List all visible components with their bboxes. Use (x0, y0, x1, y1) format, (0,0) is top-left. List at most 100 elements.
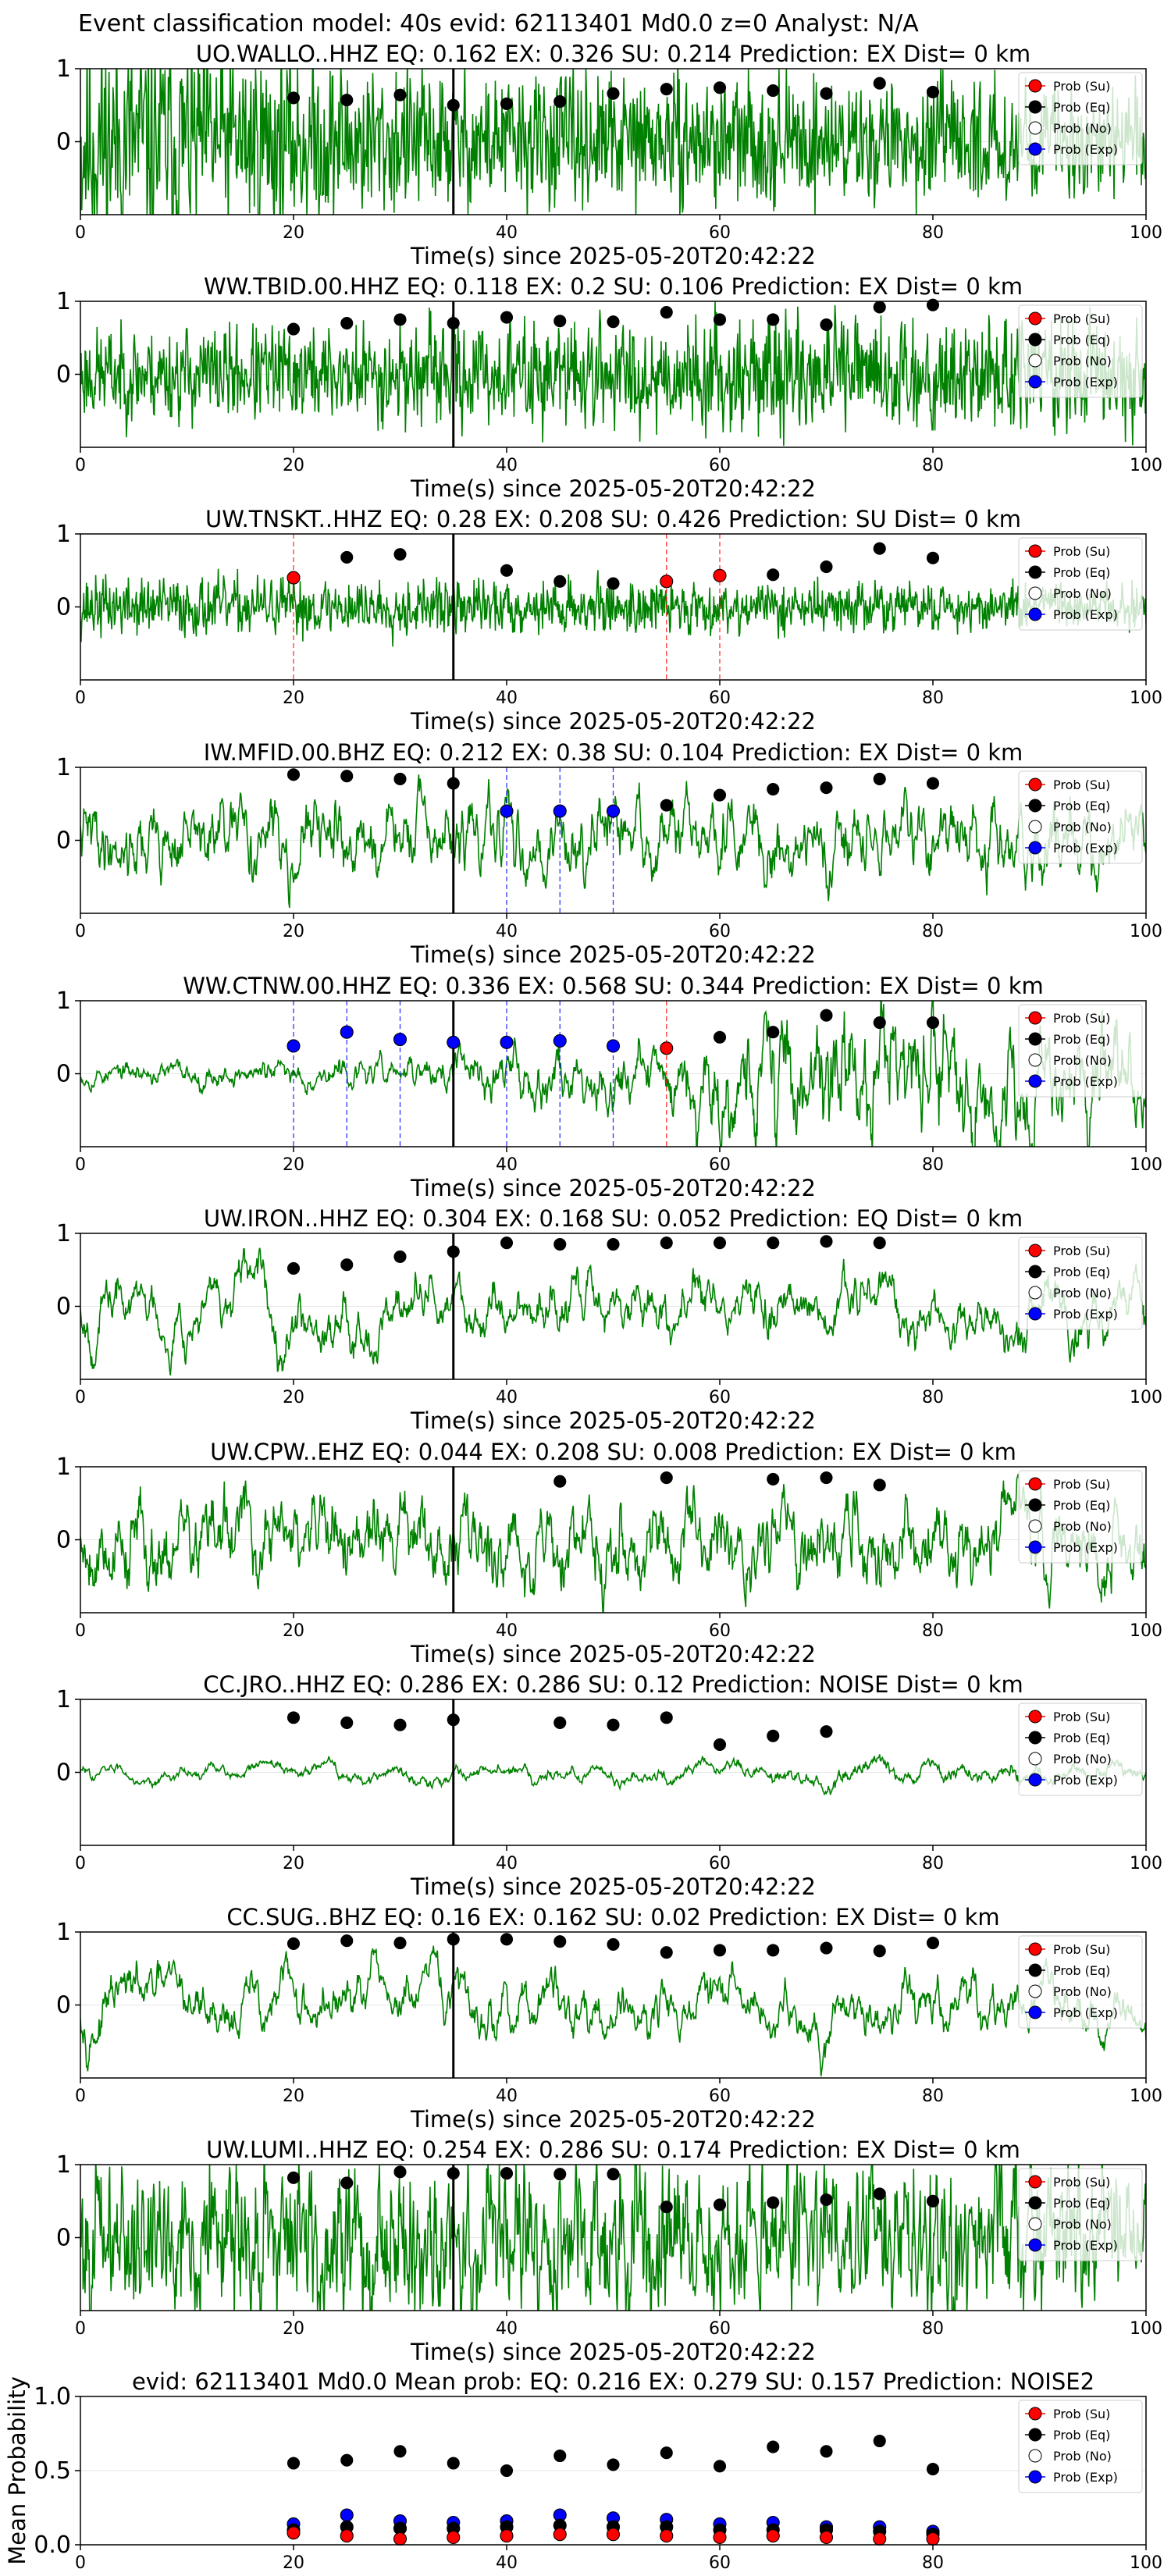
prob-point-noise (820, 1471, 833, 1485)
prob-point-su (340, 2529, 354, 2543)
prob-point-noise (873, 1236, 886, 1250)
legend-label-su: Prob (Su) (1053, 2175, 1110, 2190)
x-tick-label: 80 (922, 456, 944, 475)
legend-marker-eq (1028, 333, 1042, 347)
prob-point-noise (713, 2198, 727, 2211)
x-tick-label: 80 (922, 2319, 944, 2339)
x-tick-label: 0 (75, 922, 86, 941)
prob-point-noise (713, 313, 727, 326)
prob-point-noise (607, 2458, 620, 2471)
x-tick-label: 0 (75, 456, 86, 475)
prob-point-noise (926, 85, 940, 98)
x-tick-label: 0 (75, 1388, 86, 1407)
prob-point-exp (340, 1025, 354, 1039)
x-axis-label: Time(s) since 2025-05-20T20:42:22 (410, 708, 816, 735)
x-tick-label: 60 (709, 2553, 731, 2573)
prob-point-noise (553, 1475, 567, 1488)
legend-marker-exp (1028, 1540, 1042, 1554)
prob-point-noise (340, 2453, 354, 2467)
prob-point-noise (660, 1471, 673, 1485)
legend-marker-no (1028, 2217, 1042, 2231)
prob-point-noise (500, 1933, 514, 1946)
prob-point-noise (340, 770, 354, 783)
legend-label-su: Prob (Su) (1053, 79, 1110, 94)
prob-point-noise (447, 1713, 460, 1727)
prob-point-exp (393, 1033, 408, 1047)
y-tick-label: 0 (56, 827, 71, 855)
prob-point-su (766, 2529, 780, 2543)
legend-box (1018, 1935, 1143, 2029)
legend-marker-eq (1028, 1963, 1042, 1977)
x-axis-label: Time(s) since 2025-05-20T20:42:22 (410, 1873, 816, 1900)
x-tick-label: 0 (75, 223, 86, 243)
prob-point-noise (553, 95, 567, 109)
prob-point-noise (287, 2171, 301, 2184)
legend-box (1018, 1703, 1143, 1796)
x-tick-label: 60 (709, 1155, 731, 1175)
x-tick-label: 40 (496, 1155, 518, 1175)
prob-point-noise (713, 1030, 727, 1044)
prob-point-noise (607, 315, 620, 329)
legend-marker-eq (1028, 1731, 1042, 1745)
prob-point-noise (873, 1478, 886, 1492)
legend-marker-exp (1028, 607, 1042, 621)
x-tick-label: 40 (496, 2553, 518, 2573)
waveform-trace (80, 1754, 1146, 1796)
prob-point-noise (926, 2194, 940, 2208)
prob-point-noise (660, 1236, 673, 1250)
prob-point-noise (926, 1016, 940, 1030)
prob-point-noise (340, 1934, 354, 1948)
prob-point-noise (393, 1718, 407, 1731)
legend-marker-exp (1028, 2470, 1042, 2484)
legend-marker-su (1028, 544, 1042, 558)
prob-point-noise (660, 799, 673, 812)
prob-point-su (873, 2532, 887, 2546)
prob-point-exp (500, 1035, 514, 1049)
y-axis-label: Mean Probability (4, 2376, 30, 2565)
legend-label-su: Prob (Su) (1053, 1942, 1110, 1957)
prob-point-noise (820, 1941, 833, 1955)
y-tick-label: 0.0 (34, 2532, 71, 2559)
x-tick-label: 60 (709, 223, 731, 243)
legend-marker-no (1028, 1519, 1042, 1533)
legend-label-eq: Prob (Eq) (1053, 1963, 1110, 1978)
prob-point-su (500, 2529, 514, 2543)
legend-label-no: Prob (No) (1053, 2217, 1112, 2232)
waveform-trace (80, 1474, 1146, 1613)
x-tick-label: 0 (75, 688, 86, 708)
prob-point-noise (660, 2201, 673, 2214)
prob-point-noise (287, 768, 301, 781)
prob-point-noise (607, 87, 620, 100)
prob-point-noise (660, 1946, 673, 1959)
station-panel: 0 20 40 60 80 100 0 1 IW.MFID.00.BHZ EQ: 0.212 E… (56, 739, 1162, 968)
legend-marker-su (1028, 2407, 1042, 2421)
x-tick-label: 80 (922, 2087, 944, 2106)
x-tick-label: 80 (922, 922, 944, 941)
prob-point-noise (713, 2460, 727, 2473)
prob-point-su (713, 2530, 727, 2545)
prob-point-noise (767, 313, 780, 326)
y-tick-label: 0 (56, 1293, 71, 1321)
prob-point-noise (607, 1237, 620, 1251)
x-tick-label: 60 (709, 1854, 731, 1873)
waveform-trace (80, 69, 1146, 215)
legend-marker-eq (1028, 2428, 1042, 2442)
prob-point-su (660, 1041, 674, 1055)
y-tick-label: 1 (56, 55, 71, 83)
x-tick-label: 100 (1130, 2087, 1162, 2106)
legend-label-exp: Prob (Exp) (1053, 1540, 1118, 1555)
prob-point-noise (767, 1026, 780, 1039)
legend-label-su: Prob (Su) (1053, 777, 1110, 792)
legend-label-su: Prob (Su) (1053, 1244, 1110, 1258)
legend-label-eq: Prob (Eq) (1053, 565, 1110, 580)
prob-point-noise (713, 1738, 727, 1752)
legend-label-eq: Prob (Eq) (1053, 333, 1110, 347)
prob-point-noise (553, 1935, 567, 1948)
prob-point-noise (287, 1711, 301, 1724)
x-axis-label: Time(s) since 2025-05-20T20:42:22 (410, 243, 816, 269)
x-tick-label: 0 (75, 2087, 86, 2106)
prob-point-noise (767, 1236, 780, 1250)
x-tick-label: 60 (709, 2087, 731, 2106)
prob-point-noise (447, 2457, 460, 2470)
legend-label-eq: Prob (Eq) (1053, 1032, 1110, 1047)
